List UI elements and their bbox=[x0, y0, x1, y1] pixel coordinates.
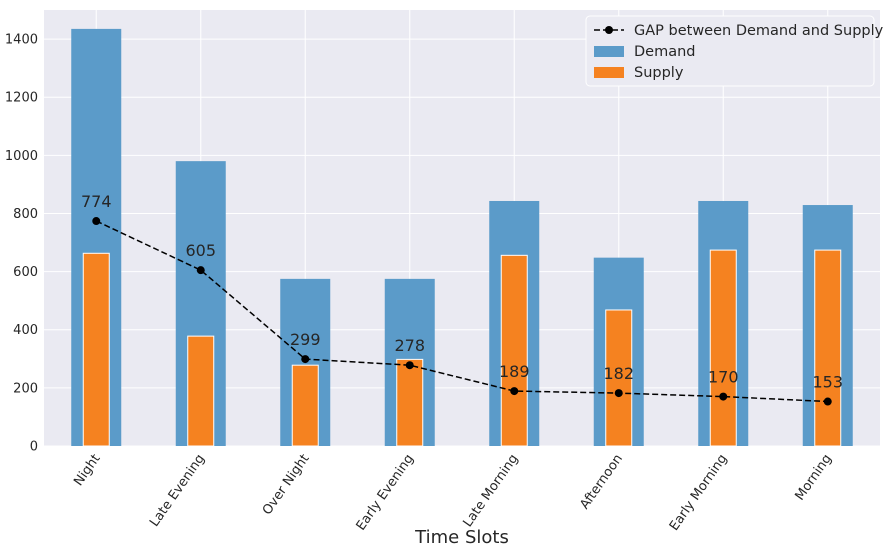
y-tick-label: 1200 bbox=[5, 91, 38, 106]
gap-point bbox=[301, 355, 310, 364]
legend-swatch bbox=[594, 46, 624, 57]
supply-bar bbox=[605, 309, 633, 447]
supply-bar bbox=[82, 252, 110, 447]
x-tick-label: Early Evening bbox=[354, 452, 417, 534]
y-tick-label: 1400 bbox=[5, 33, 38, 48]
gap-point bbox=[405, 361, 414, 370]
y-tick-label: 600 bbox=[13, 265, 38, 280]
gap-point bbox=[92, 217, 101, 226]
x-tick-label: Late Evening bbox=[147, 452, 208, 530]
data-labels: 774 605 299 278 189 182 170 153 bbox=[81, 192, 843, 392]
supply-bar bbox=[814, 249, 842, 447]
gap-value-label: 278 bbox=[394, 336, 425, 355]
x-tick-label: Afternoon bbox=[577, 452, 626, 513]
legend-label: Demand bbox=[634, 44, 696, 60]
x-tick-label: Over Night bbox=[260, 452, 313, 518]
supply-bar bbox=[187, 335, 215, 447]
gap-point bbox=[614, 389, 623, 398]
legend-box bbox=[585, 15, 875, 87]
bars bbox=[71, 28, 853, 447]
y-tick-label: 800 bbox=[13, 207, 38, 222]
gap-value-label: 170 bbox=[708, 368, 739, 387]
x-axis: Night Late Evening Over Night Early Evening… bbox=[71, 452, 835, 534]
gap-line-path bbox=[95, 220, 828, 403]
gap-value-label: 153 bbox=[812, 373, 843, 392]
y-axis: 0 200 400 600 800 1000 1200 1400 bbox=[5, 33, 38, 455]
gap-value-label: 189 bbox=[499, 362, 530, 381]
supply-bar bbox=[396, 358, 424, 447]
x-axis-label: Time Slots bbox=[414, 527, 509, 548]
x-tick-label: Morning bbox=[793, 452, 835, 504]
x-tick-label: Early Morning bbox=[667, 452, 731, 534]
gap-point bbox=[719, 392, 728, 401]
legend-swatch bbox=[594, 67, 624, 78]
legend: GAP between Demand and Supply Demand Suppl… bbox=[585, 15, 884, 87]
legend-label: GAP between Demand and Supply bbox=[634, 23, 884, 39]
x-tick-label: Night bbox=[71, 452, 103, 489]
gap-value-label: 299 bbox=[290, 330, 321, 349]
supply-bar bbox=[500, 254, 528, 447]
gap-line bbox=[92, 217, 832, 406]
y-tick-label: 1000 bbox=[5, 149, 38, 164]
legend-label: Supply bbox=[634, 65, 684, 81]
supply-bar bbox=[709, 249, 737, 447]
gap-point bbox=[823, 397, 832, 406]
gap-value-label: 182 bbox=[603, 364, 634, 383]
gap-value-label: 774 bbox=[81, 192, 112, 211]
supply-bar bbox=[291, 364, 319, 447]
gap-value-label: 605 bbox=[185, 241, 216, 260]
x-tick-label: Late Morning bbox=[460, 452, 521, 530]
legend-point-marker bbox=[605, 26, 613, 34]
y-tick-label: 200 bbox=[13, 381, 38, 396]
gap-point bbox=[510, 387, 519, 396]
y-tick-label: 400 bbox=[13, 323, 38, 338]
gap-point bbox=[196, 266, 205, 275]
y-tick-label: 0 bbox=[30, 440, 38, 455]
